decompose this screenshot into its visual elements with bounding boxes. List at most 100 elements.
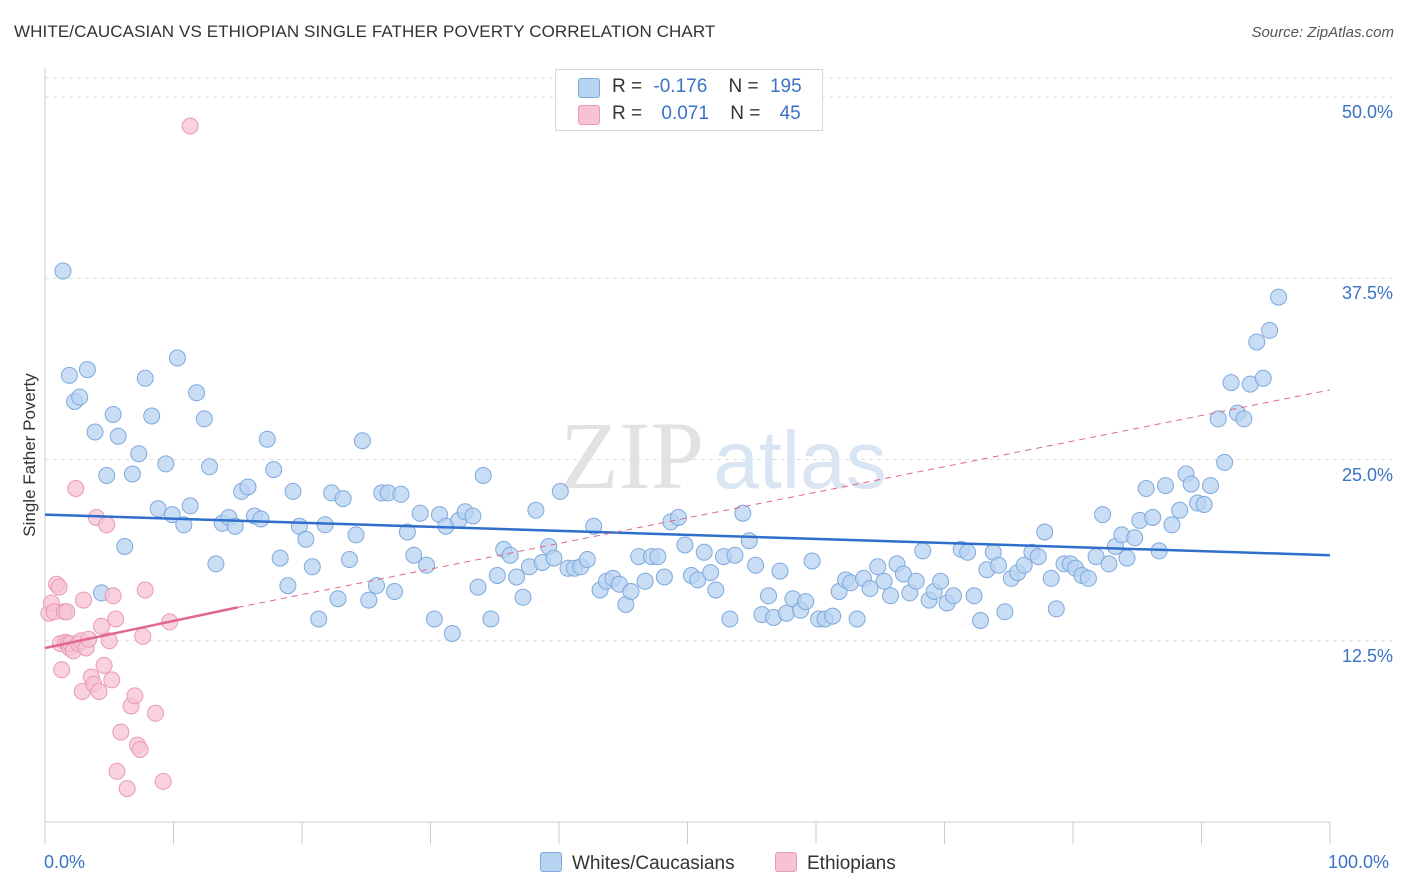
white-point-186: [1248, 333, 1266, 351]
white-point-178: [1195, 496, 1213, 513]
white-point-166: [1118, 549, 1136, 567]
white-point-162: [1094, 506, 1112, 524]
white-point-5: [86, 423, 104, 441]
white-point-64: [464, 507, 482, 525]
bottom-legend-swatch-whites: [540, 852, 562, 872]
ethiopian-point-28: [103, 671, 121, 689]
white-point-65: [469, 578, 487, 596]
ethiopian-point-44: [58, 603, 76, 621]
white-point-10: [116, 538, 134, 555]
legend-n-value-ethiopians: 45: [779, 103, 801, 124]
white-point-66: [474, 467, 492, 484]
source-label: Source: ZipAtlas.com: [1251, 24, 1394, 41]
legend-r-value-ethiopians: 0.071: [661, 103, 709, 124]
white-point-93: [649, 548, 667, 566]
trend-lines: [44, 389, 1331, 650]
white-point-101: [702, 564, 720, 582]
white-point-128: [875, 572, 893, 590]
watermark-atlas: atlas: [713, 415, 886, 506]
white-point-124: [848, 610, 866, 628]
white-point-33: [265, 461, 283, 479]
white-point-47: [353, 432, 371, 450]
legend-r-label: R =: [612, 103, 643, 124]
white-point-48: [360, 591, 378, 609]
white-point-126: [861, 580, 879, 597]
white-point-23: [201, 458, 218, 476]
ethiopian-point-38: [134, 627, 152, 645]
white-point-57: [418, 556, 436, 574]
white-point-1: [60, 366, 78, 384]
legend-n-label: N =: [730, 103, 761, 124]
white-point-174: [1171, 501, 1189, 519]
white-point-120: [824, 607, 842, 625]
white-point-13: [136, 369, 154, 387]
white-point-36: [284, 482, 302, 500]
white-point-44: [334, 490, 352, 508]
white-point-113: [777, 604, 795, 622]
white-point-141: [959, 543, 977, 561]
white-point-14: [143, 407, 161, 425]
white-point-16: [157, 455, 175, 473]
white-point-20: [181, 497, 199, 515]
white-point-102: [707, 581, 725, 599]
y-tick-label-1: 25.0%: [1341, 464, 1393, 485]
white-point-108: [747, 556, 765, 574]
white-point-112: [771, 562, 789, 580]
ethiopian-point-4: [50, 578, 68, 596]
white-point-29: [239, 478, 257, 496]
white-point-106: [734, 504, 752, 522]
ethiopian-point-17: [75, 591, 92, 609]
white-point-188: [1261, 321, 1279, 339]
white-point-184: [1235, 410, 1253, 428]
bottom-legend-label-whites: Whites/Caucasians: [572, 853, 735, 874]
white-point-96: [670, 509, 687, 526]
y-tick-label-2: 37.5%: [1341, 283, 1393, 304]
white-point-78: [551, 482, 569, 500]
white-point-182: [1222, 374, 1240, 392]
white-point-72: [514, 588, 532, 606]
white-point-99: [689, 571, 707, 589]
white-point-58: [425, 610, 443, 628]
white-point-133: [907, 572, 925, 590]
ethiopian-point-40: [147, 704, 164, 722]
ethiopian-trend-extension: [237, 389, 1331, 608]
white-point-152: [1029, 548, 1047, 566]
white-point-40: [310, 610, 328, 628]
white-point-61: [443, 625, 461, 642]
ethiopian-point-29: [104, 587, 122, 605]
white-point-43: [329, 590, 347, 608]
white-point-107: [740, 532, 758, 550]
white-point-77: [545, 549, 563, 567]
white-point-71: [508, 568, 526, 586]
white-point-131: [894, 565, 912, 583]
white-point-139: [945, 587, 962, 605]
ethiopian-point-30: [107, 610, 125, 628]
watermark-zip: ZIP: [560, 402, 704, 509]
legend-n-label: N =: [728, 76, 759, 97]
white-point-153: [1036, 523, 1054, 541]
white-point-104: [721, 610, 739, 628]
white-point-154: [1042, 569, 1060, 587]
white-point-155: [1047, 600, 1065, 618]
white-point-105: [726, 546, 744, 564]
white-point-146: [990, 556, 1007, 574]
legend-swatch-ethiopians: [578, 105, 600, 125]
legend-swatch-whites: [578, 78, 600, 98]
white-point-18: [168, 349, 186, 367]
white-point-127: [869, 558, 887, 576]
ethiopian-point-25: [95, 656, 113, 674]
white-point-147: [996, 603, 1014, 621]
white-point-173: [1163, 516, 1181, 534]
white-point-27: [226, 517, 244, 535]
ethiopian-point-43: [181, 117, 199, 135]
ethiopian-point-23: [90, 683, 108, 700]
white-point-9: [109, 427, 127, 445]
white-point-137: [932, 572, 950, 590]
white-point-172: [1157, 477, 1174, 495]
legend-r-value-whites: -0.176: [653, 76, 708, 97]
white-point-74: [527, 501, 545, 519]
white-point-94: [655, 568, 673, 586]
white-point-83: [585, 517, 603, 535]
ethiopian-point-13: [67, 480, 85, 497]
white-point-89: [622, 583, 640, 600]
